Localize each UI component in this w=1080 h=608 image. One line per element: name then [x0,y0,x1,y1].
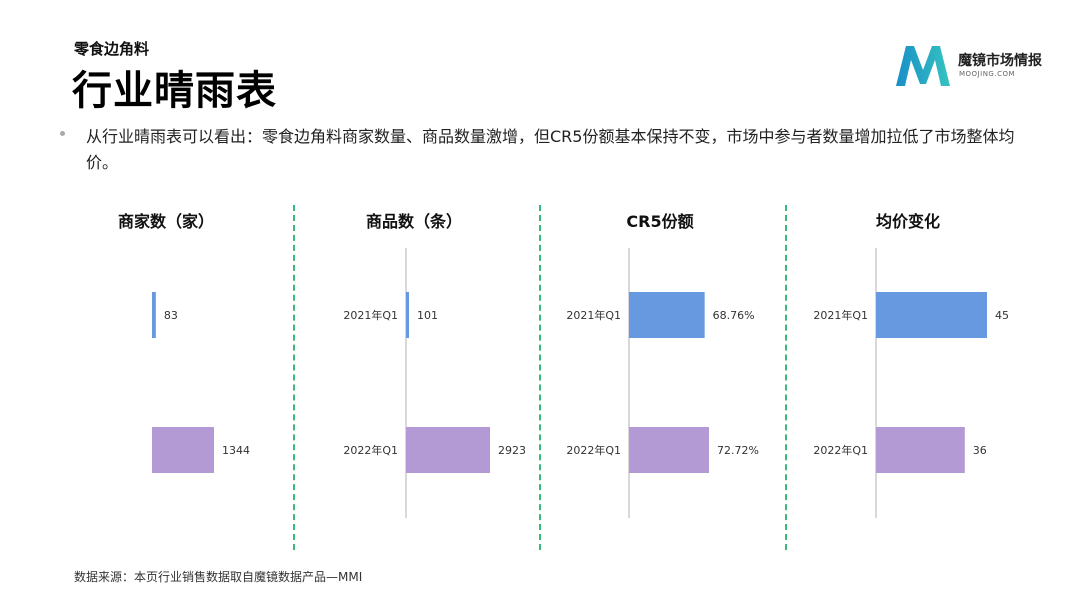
category-label: 2022年Q1 [813,443,868,457]
logo-url: MOOJING.COM [959,70,1016,78]
logo-name: 魔镜市场情报 [958,53,1042,69]
panel-divider [539,205,541,550]
category-label: 2022年Q1 [343,443,398,457]
bar [629,292,705,338]
category-label: 2022年Q1 [566,443,621,457]
bar [406,427,490,473]
data-label: 36 [973,444,987,457]
panel-divider [785,205,787,550]
page-subtitle: 零食边角料 [74,40,150,58]
page-title: 行业晴雨表 [72,68,277,114]
category-label: 2021年Q1 [566,308,621,322]
panel-divider [293,205,295,550]
summary-text: 从行业晴雨表可以看出：零食边角料商家数量、商品数量激增，但CR5份额基本保持不变… [86,127,1015,172]
brand-logo: 魔镜市场情报 MOOJING.COM [892,40,1062,90]
bullet-dot [60,131,65,136]
panel-title-avg-price: 均价变化 [875,212,940,231]
bar [152,427,214,473]
data-label: 83 [164,309,178,322]
data-label: 101 [417,309,438,322]
data-label: 45 [995,309,1009,322]
category-label: 2021年Q1 [343,308,398,322]
category-label: 2021年Q1 [813,308,868,322]
data-label: 1344 [222,444,250,457]
logo-m-icon [896,46,950,86]
panel-title-cr5: CR5份额 [626,212,694,231]
data-source: 数据来源：本页行业销售数据取自魔镜数据产品—MMI [74,570,363,584]
bar [876,427,965,473]
bar [152,292,156,338]
data-label: 68.76% [713,309,755,322]
panel-title-merchants: 商家数（家） [117,212,214,231]
data-label: 2923 [498,444,526,457]
bar [876,292,987,338]
panel-title-products: 商品数（条） [365,212,462,231]
bar [629,427,709,473]
bar [406,292,409,338]
data-label: 72.72% [717,444,759,457]
